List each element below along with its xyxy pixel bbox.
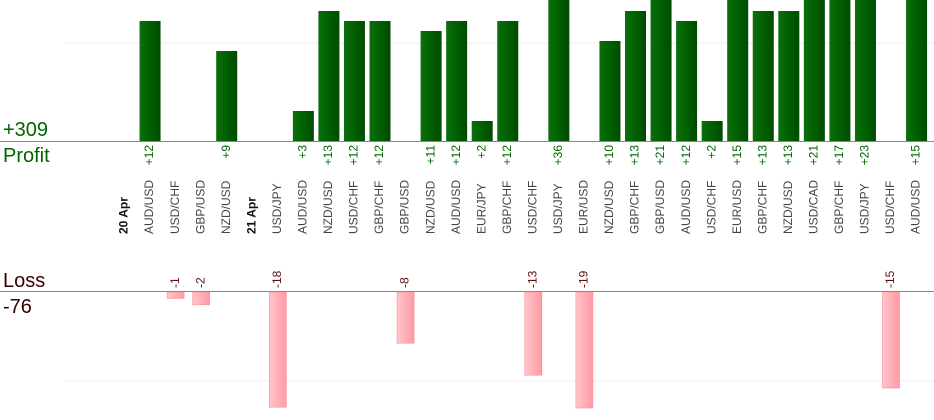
profit-bar (727, 0, 749, 141)
loss-value-label: -18 (270, 270, 284, 288)
pair-label: NZD/USD (423, 180, 437, 234)
pair-label: USD/CHF (704, 181, 718, 234)
pair-label: USD/CHF (525, 181, 539, 234)
profit-bar (625, 11, 646, 141)
profit-bar (829, 0, 851, 141)
profit-value-label: +21 (807, 145, 821, 166)
loss-total: -76 (3, 296, 32, 318)
profit-bar (420, 31, 442, 141)
pair-label: USD/CHF (347, 181, 361, 234)
pair-label: AUD/USD (909, 180, 923, 234)
profit-value-label: +12 (679, 145, 693, 166)
profit-value-label: +2 (474, 145, 488, 159)
profit-label: Profit (3, 145, 50, 167)
profit-bar (446, 21, 468, 141)
profit-value-label: +12 (142, 145, 156, 166)
loss-value-label: -13 (525, 270, 539, 288)
profit-bar (369, 21, 391, 141)
loss-value-label: -15 (883, 270, 897, 288)
loss-bar (192, 291, 210, 306)
pair-label: USD/CHF (883, 181, 897, 234)
pair-label: EUR/JPY (474, 183, 488, 234)
pair-label: EUR/USD (577, 180, 591, 234)
profit-bar (216, 51, 238, 141)
pair-label: AUD/USD (142, 180, 156, 234)
loss-bar (524, 291, 543, 376)
loss-label: Loss (3, 270, 46, 292)
pair-label: GBP/USD (193, 180, 207, 234)
profit-value-label: +21 (653, 145, 667, 166)
loss-value-label: -8 (398, 277, 412, 288)
profit-value-label: +12 (347, 145, 361, 166)
pair-label: USD/CAD (807, 180, 821, 234)
pair-label: USD/JPY (270, 183, 284, 234)
profit-value-label: +10 (602, 145, 616, 166)
profit-bar (471, 121, 493, 141)
pair-label: AUD/USD (296, 180, 310, 234)
date-label: 21 Apr (244, 197, 258, 234)
pair-label: GBP/CHF (832, 181, 846, 234)
profit-value-label: +11 (423, 145, 437, 165)
profit-value-label: +13 (755, 145, 769, 166)
profit-value-label: +12 (500, 145, 514, 166)
profit-value-label: +23 (858, 145, 872, 166)
profit-value-label: +13 (321, 145, 335, 166)
pair-label: NZD/USD (781, 180, 795, 234)
pair-label: EUR/USD (730, 180, 744, 234)
pair-label: NZD/USD (219, 180, 233, 234)
pair-label: USD/JPY (858, 183, 872, 234)
loss-value-label: -2 (193, 277, 207, 288)
date-label: 20 Apr (117, 197, 131, 234)
profit-value-label: +3 (296, 145, 310, 159)
loss-bar (166, 291, 185, 299)
profit-value-label: +12 (449, 145, 463, 166)
profit-value-label: +13 (781, 145, 795, 166)
profit-bar (139, 21, 161, 141)
profit-bar (343, 21, 365, 141)
profit-total: +309 (3, 119, 49, 141)
profit-bar (599, 41, 621, 141)
loss-bar (268, 291, 287, 408)
profit-bar (548, 0, 570, 141)
loss-bar (575, 291, 594, 409)
profit-value-label: +12 (372, 145, 386, 166)
profit-bar (650, 0, 672, 141)
profit-bar (906, 0, 928, 141)
pair-label: NZD/USD (321, 180, 335, 234)
profit-value-label: +17 (832, 145, 846, 166)
profit-bar (752, 11, 774, 141)
profit-value-label: +13 (628, 145, 642, 166)
loss-value-label: -1 (168, 277, 182, 288)
pair-label: GBP/CHF (628, 181, 642, 234)
profit-bar (701, 121, 723, 141)
loss-bar (882, 291, 900, 389)
profit-bar (497, 21, 519, 141)
pair-label: GBP/CHF (372, 181, 386, 234)
profit-bar (854, 0, 876, 141)
profit-value-label: +36 (551, 145, 565, 166)
loss-bar (396, 291, 415, 344)
profit-bar (778, 11, 800, 141)
pair-label: GBP/USD (398, 180, 412, 234)
profit-bar (318, 11, 340, 141)
pair-label: AUD/USD (449, 180, 463, 234)
profit-bar (676, 21, 698, 141)
pair-label: USD/CHF (168, 181, 182, 234)
profit-value-label: +15 (909, 145, 923, 166)
pair-label: GBP/USD (653, 180, 667, 234)
profit-bar (292, 111, 314, 141)
profit-value-label: +15 (730, 145, 744, 166)
pair-label: GBP/CHF (500, 181, 514, 234)
pair-label: NZD/USD (602, 180, 616, 234)
profit-value-label: +9 (219, 145, 233, 159)
pair-label: AUD/USD (679, 180, 693, 234)
pair-label: GBP/CHF (755, 181, 769, 234)
loss-value-label: -19 (577, 270, 591, 288)
profit-value-label: +2 (704, 145, 718, 159)
profit-bar (803, 0, 825, 141)
pair-label: USD/JPY (551, 183, 565, 234)
